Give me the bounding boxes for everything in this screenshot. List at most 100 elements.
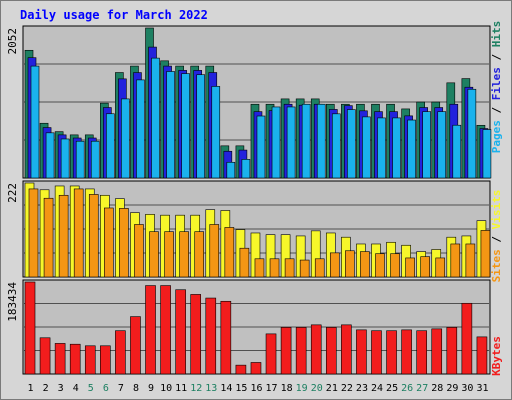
sites-bar [179, 231, 189, 278]
pages-bar [407, 119, 416, 179]
kbytes-bar [386, 330, 397, 375]
sites-bar [88, 194, 99, 278]
day-tick-label: 1 [28, 383, 34, 394]
pages-bar [60, 138, 70, 179]
pages-bar [226, 161, 236, 179]
kbytes-bar [401, 329, 412, 375]
legend-hits: Hits [490, 21, 503, 48]
pages-bar [422, 111, 431, 179]
sites-bar [450, 243, 461, 278]
day-tick-label: 8 [133, 383, 139, 394]
sites-bar [329, 252, 340, 278]
pages-bar [452, 124, 462, 179]
pages-bar [241, 159, 251, 179]
day-tick-label: 26 [401, 383, 413, 394]
kbytes-bar [416, 330, 427, 375]
sites-bar [435, 257, 446, 278]
panel-3-max-label: 183434 [6, 282, 19, 322]
pages-bar [467, 88, 477, 179]
pages-bar [196, 74, 206, 179]
kbytes-bar [371, 330, 382, 375]
day-tick-label: 2 [43, 383, 49, 394]
sites-bar [43, 197, 54, 278]
legend-sites: Sites [490, 249, 503, 282]
kbytes-bar [325, 327, 337, 375]
day-tick-label: 16 [250, 383, 262, 394]
sites-bar [164, 231, 174, 278]
pages-bar [362, 116, 371, 179]
pages-bar [75, 140, 85, 179]
sites-bar [134, 224, 144, 278]
kbytes-bar [446, 327, 458, 375]
legend-kbytes: KBytes [490, 336, 503, 376]
day-tick-label: 23 [356, 383, 368, 394]
sites-bar [104, 207, 114, 278]
kbytes-bar [476, 336, 488, 375]
kbytes-bar [265, 333, 277, 375]
pages-bar [30, 65, 40, 179]
pages-bar [392, 117, 401, 179]
day-tick-label: 12 [190, 383, 202, 394]
kbytes-bar [295, 327, 307, 375]
kbytes-bar [431, 328, 443, 375]
sites-bar [345, 250, 355, 278]
pages-bar [121, 98, 130, 179]
day-tick-label: 24 [371, 383, 383, 394]
pages-bar [211, 86, 221, 179]
kbytes-bar [54, 343, 66, 375]
pages-bar [90, 140, 100, 179]
kbytes-bar [190, 294, 202, 375]
sites-bar [375, 253, 385, 278]
day-tick-label: 25 [386, 383, 398, 394]
kbytes-bar [69, 343, 81, 375]
sites-bar [299, 259, 310, 278]
pages-bar [301, 103, 311, 179]
day-tick-label: 9 [148, 383, 154, 394]
kbytes-bar [100, 345, 111, 375]
pages-bar [136, 79, 145, 179]
kbytes-bar [160, 285, 171, 375]
sites-bar [254, 258, 265, 278]
sites-bar [420, 256, 430, 278]
pages-bar [316, 103, 326, 179]
day-tick-label: 11 [175, 383, 187, 394]
pages-bar [256, 115, 266, 179]
chart-title: Daily usage for March 2022 [20, 8, 208, 22]
kbytes-bar [84, 345, 96, 375]
sites-bar [73, 188, 84, 278]
sites-bar [284, 258, 295, 278]
sites-bar [119, 208, 129, 278]
sites-bar [360, 251, 370, 278]
legend-pages-files-hits: Pages / Files / Hits [490, 21, 503, 154]
kbytes-bar [235, 364, 247, 375]
sites-bar [28, 188, 39, 278]
sites-bar [224, 227, 235, 278]
day-tick-label: 7 [118, 383, 124, 394]
kbytes-bar [280, 327, 292, 375]
kbytes-bar [39, 337, 51, 375]
day-tick-label: 21 [326, 383, 338, 394]
sites-bar [405, 257, 415, 278]
panel-1-max-label: 2052 [6, 28, 19, 55]
kbytes-bar [341, 324, 352, 375]
day-tick-label: 5 [88, 383, 94, 394]
day-tick-label: 28 [431, 383, 443, 394]
sites-bar [149, 231, 159, 278]
sites-bar [239, 247, 250, 278]
day-tick-label: 6 [103, 383, 109, 394]
kbytes-bar [461, 302, 473, 375]
day-tick-label: 29 [446, 383, 458, 394]
kbytes-bar [250, 362, 262, 375]
sites-bar [269, 258, 280, 278]
legend-visits: Visits [490, 190, 503, 230]
day-tick-label: 13 [205, 383, 217, 394]
legend-sites-visits: Sites / Visits [490, 190, 503, 283]
kbytes-bar [24, 281, 36, 375]
pages-bar [166, 71, 175, 179]
legend-pages: Pages [490, 120, 503, 153]
sites-bar [314, 258, 325, 278]
day-tick-label: 10 [160, 383, 172, 394]
pages-bar [151, 57, 160, 179]
